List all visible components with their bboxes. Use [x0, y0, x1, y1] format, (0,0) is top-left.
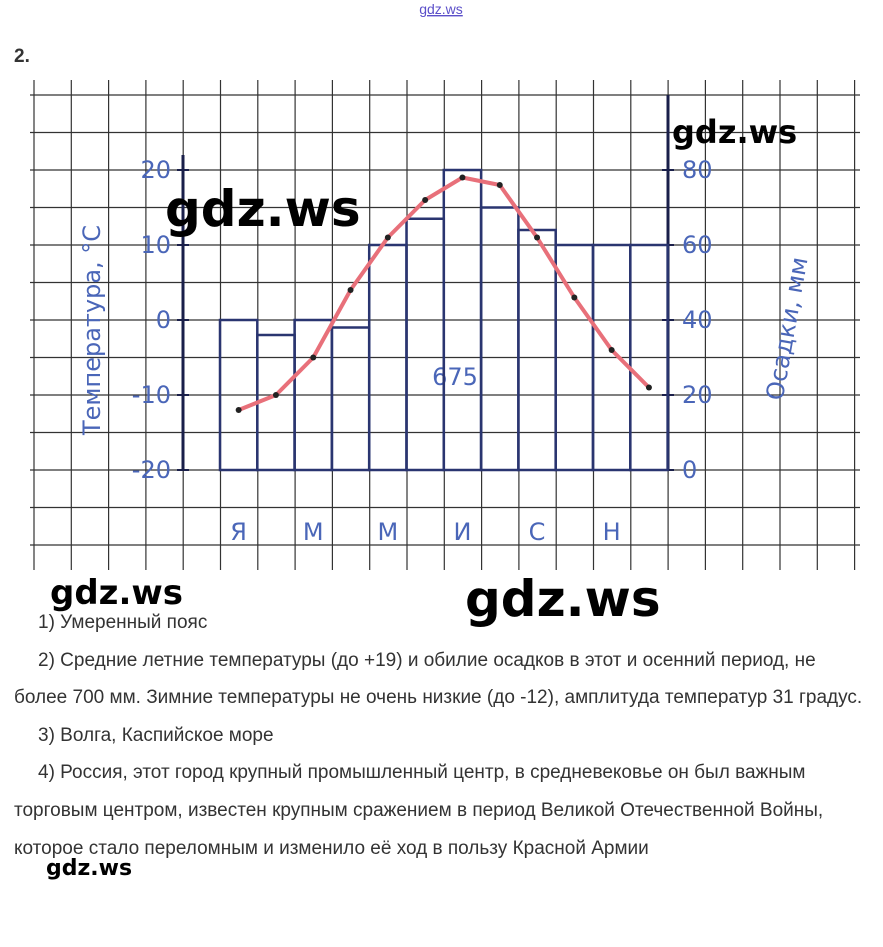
y-tick-label: 0: [156, 306, 171, 334]
precipitation-bar: [517, 228, 557, 472]
temperature-point: [310, 354, 317, 361]
figure: gdz.ws 2. Температура, °С Осадки, мм 675…: [14, 1, 860, 570]
y-tick-label: 10: [140, 231, 171, 259]
y-tick-label: 20: [140, 156, 171, 184]
y2-tick-label: 40: [682, 306, 713, 334]
x-tick-label: И: [453, 518, 471, 546]
answer: 4) Россия, этот город крупный промышленн…: [14, 762, 824, 859]
temperature-point: [459, 174, 466, 181]
temperature-point: [422, 197, 429, 203]
x-tick-label: Н: [603, 518, 621, 546]
precipitation-bar: [330, 326, 371, 472]
temperature-point: [384, 234, 391, 241]
y2-tick-label: 20: [682, 381, 713, 409]
watermark: gdz.ws: [465, 570, 661, 628]
temperature-line: [237, 175, 651, 412]
annotation: 675: [432, 363, 478, 391]
y-tick-label: -20: [132, 456, 171, 484]
watermark: gdz.ws: [165, 180, 361, 238]
x-tick-label: С: [529, 518, 546, 546]
task-number: 2.: [14, 46, 30, 67]
answer: 3) Волга, Каспийское море: [38, 724, 274, 746]
x-tick-label: М: [303, 518, 324, 546]
x-tick-label: М: [377, 518, 398, 546]
x-tick-label: Я: [230, 518, 247, 546]
y2-axis-title: Осадки, мм: [761, 255, 814, 403]
temperature-point: [608, 347, 615, 353]
y2-tick-label: 80: [682, 156, 713, 184]
precipitation-bar: [256, 333, 296, 472]
temperature-point: [272, 392, 279, 398]
y2-tick-label: 60: [682, 231, 713, 259]
precipitation-bar: [629, 243, 669, 472]
watermark: gdz.ws: [46, 856, 133, 881]
watermark: gdz.ws: [672, 113, 798, 151]
temperature-point: [347, 287, 354, 293]
y-axis-title: Температура, °С: [78, 225, 106, 436]
y2-tick-label: 0: [682, 456, 697, 484]
temperature-point: [571, 294, 578, 301]
answer: 2) Средние летние температуры (до +19) и…: [14, 649, 863, 709]
site-link[interactable]: gdz.ws: [419, 1, 463, 17]
answers: 1) Умеренный пояс 2) Средние летние темп…: [14, 604, 874, 867]
precipitation-bar: [479, 206, 520, 472]
temperature-point: [496, 182, 503, 188]
temperature-point: [645, 384, 652, 391]
temperature-point: [235, 407, 242, 413]
temperature-point: [534, 234, 541, 241]
y-tick-label: -10: [132, 381, 171, 409]
watermark: gdz.ws: [50, 573, 184, 613]
answer: 1) Умеренный пояс: [38, 612, 208, 633]
